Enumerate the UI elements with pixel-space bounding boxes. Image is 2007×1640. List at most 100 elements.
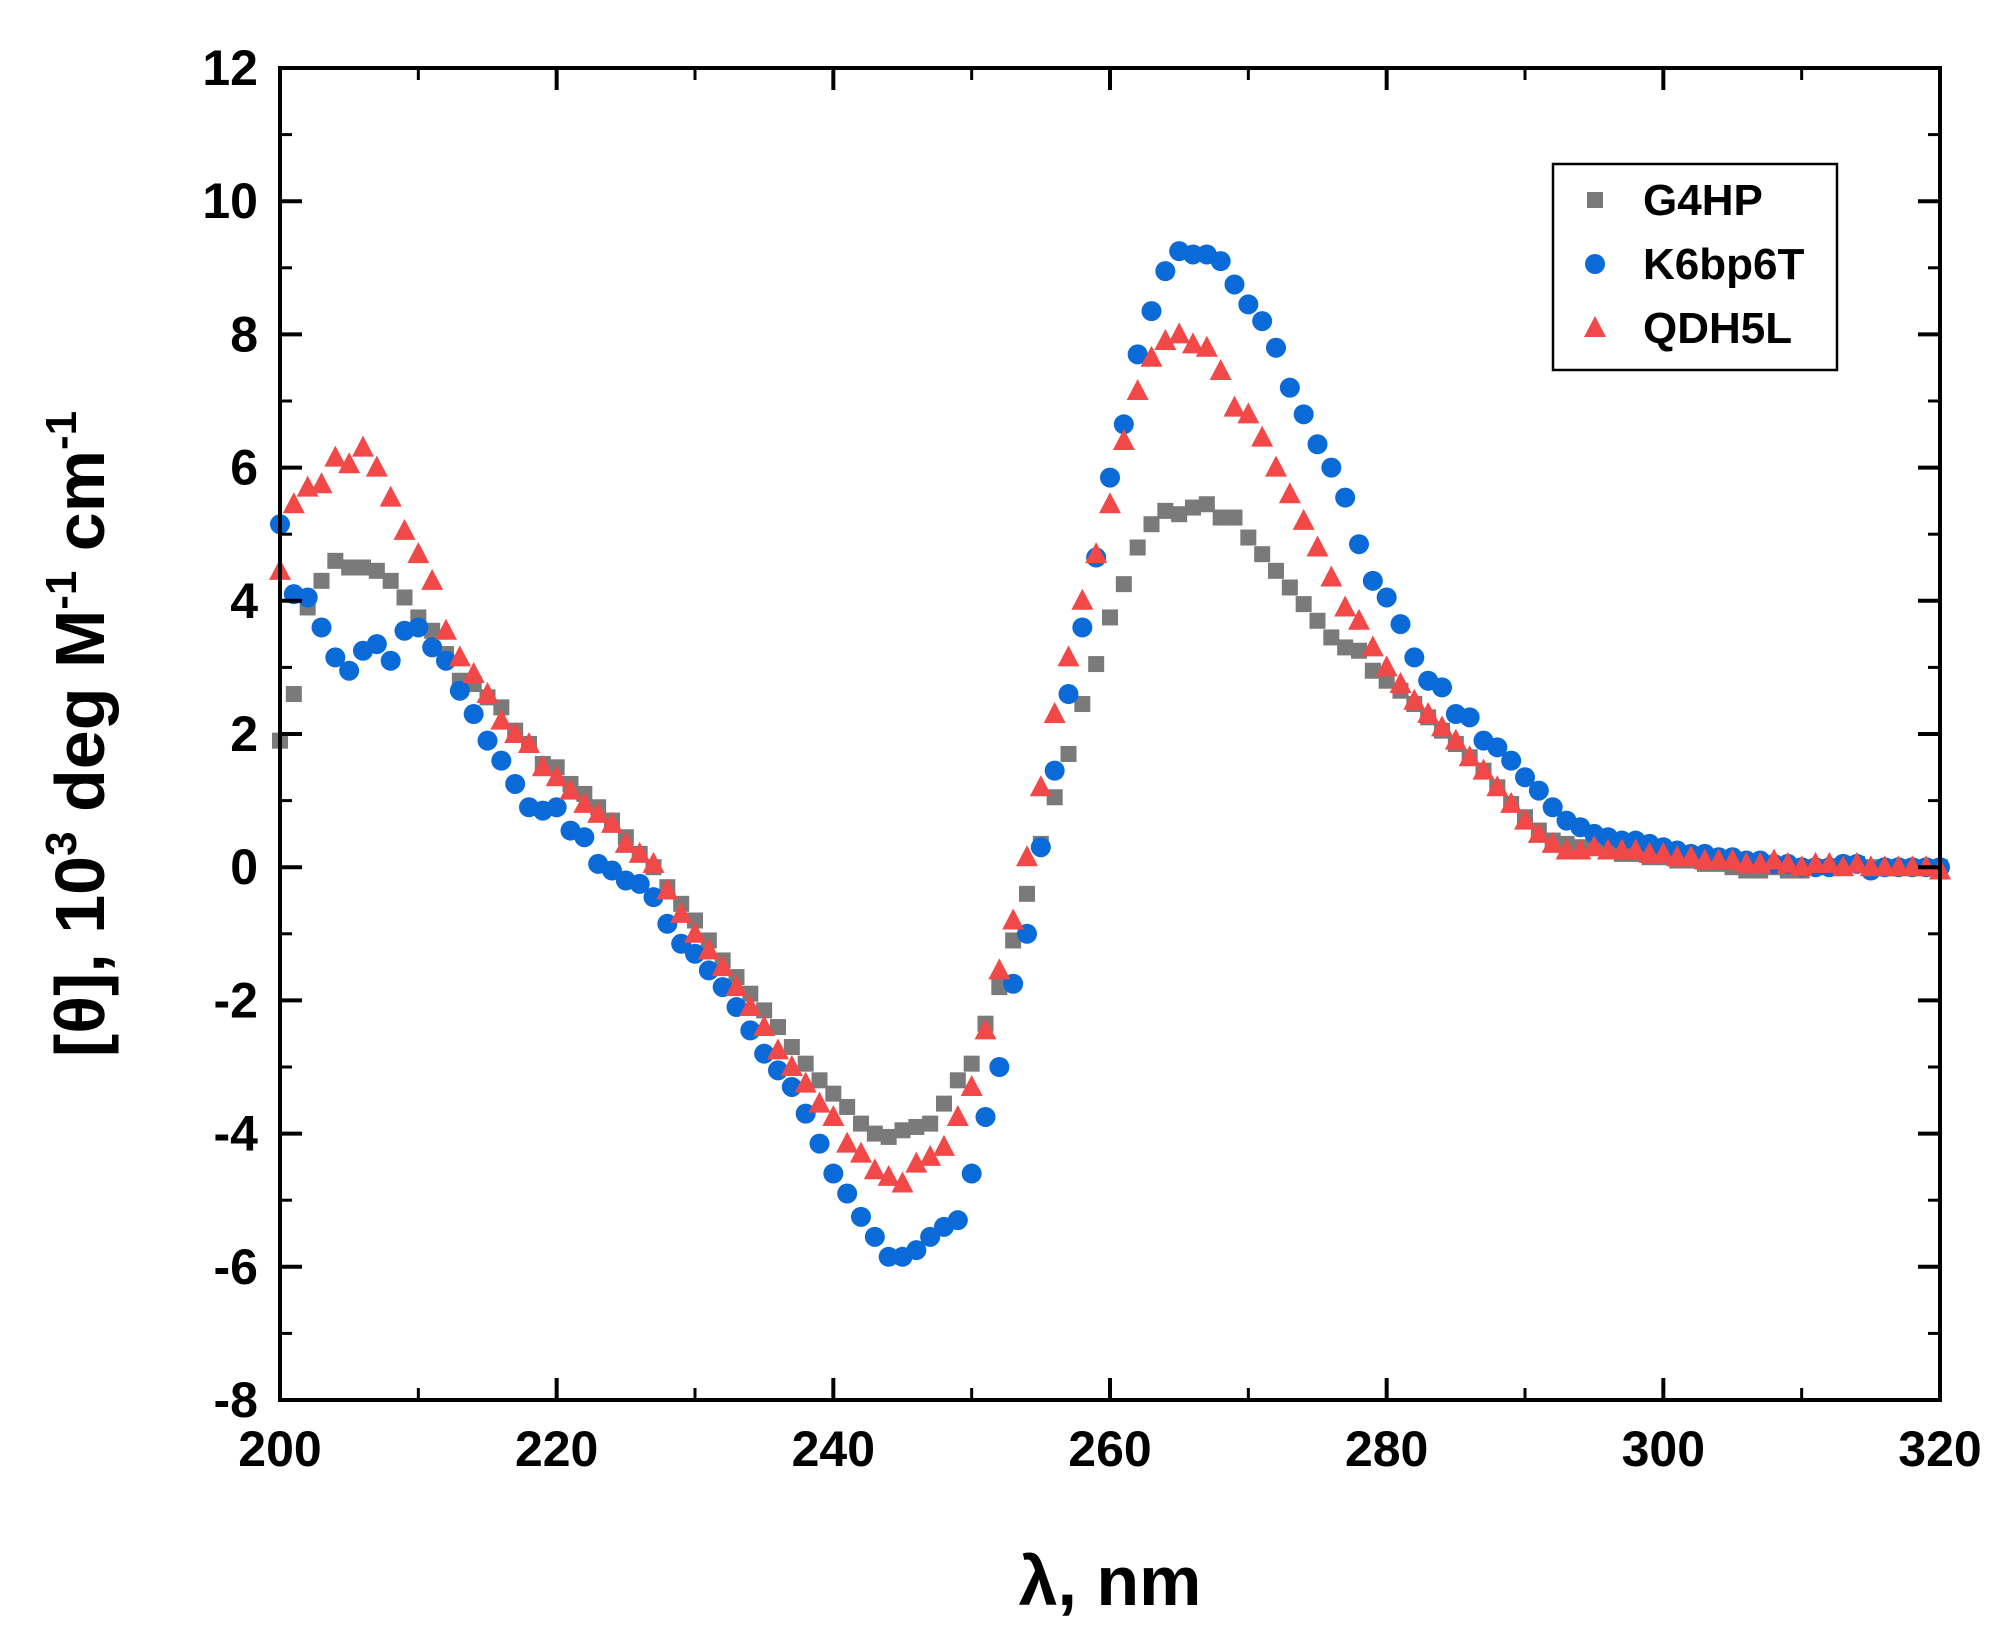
- data-point: [1610, 838, 1633, 860]
- data-point: [463, 704, 484, 725]
- data-point: [1321, 457, 1342, 478]
- data-point: [1638, 841, 1661, 863]
- data-point: [1541, 831, 1564, 853]
- data-point: [504, 722, 527, 743]
- data-point: [1237, 402, 1260, 424]
- data-point: [811, 1072, 828, 1089]
- data-point: [946, 1104, 969, 1126]
- data-point: [1432, 677, 1452, 698]
- data-point: [670, 901, 693, 923]
- data-point: [546, 797, 567, 818]
- data-point: [851, 1206, 871, 1227]
- data-point: [947, 1210, 968, 1231]
- data-point: [1295, 596, 1312, 613]
- data-point: [491, 750, 512, 771]
- data-point: [1224, 274, 1245, 295]
- data-point: [1335, 487, 1356, 508]
- data-point: [587, 801, 610, 823]
- data-point: [1320, 565, 1343, 587]
- data-point: [341, 559, 358, 576]
- data-point: [574, 827, 595, 848]
- data-point: [382, 572, 399, 589]
- data-point: [1487, 737, 1508, 758]
- data-point: [1337, 639, 1354, 656]
- data-point: [1652, 841, 1675, 863]
- data-point: [1115, 576, 1132, 593]
- data-point: [448, 645, 471, 667]
- data-point: [629, 873, 650, 894]
- data-point: [1030, 837, 1051, 858]
- data-point: [282, 492, 305, 514]
- data-point: [368, 562, 385, 579]
- data-point: [1527, 821, 1550, 843]
- data-point: [545, 765, 568, 787]
- data-point: [697, 938, 720, 960]
- y-axis-title: [θ], 103 deg M-1 cm-1: [37, 411, 119, 1057]
- data-point: [797, 1055, 814, 1072]
- data-point: [1102, 609, 1118, 626]
- data-point: [493, 699, 510, 716]
- data-point: [1666, 845, 1689, 867]
- data-point: [324, 445, 347, 467]
- data-point: [684, 921, 706, 943]
- axis-ticks: [278, 66, 1942, 1402]
- legend-items: G4HP K6bp6T QDH5L: [1584, 176, 1804, 353]
- data-point: [1212, 509, 1229, 526]
- data-point: [1198, 496, 1215, 513]
- data-point: [1583, 835, 1606, 857]
- data-point: [1112, 428, 1135, 450]
- data-point: [780, 1055, 803, 1076]
- data-point: [866, 1125, 883, 1142]
- data-point: [1155, 261, 1176, 282]
- data-point: [1154, 329, 1177, 351]
- data-point: [310, 472, 333, 494]
- data-point: [628, 841, 651, 863]
- data-point: [435, 618, 457, 640]
- data-point: [1195, 335, 1218, 357]
- legend: G4HP K6bp6T QDH5L: [1551, 162, 1839, 372]
- data-point: [1444, 728, 1467, 750]
- data-point: [739, 995, 762, 1017]
- data-point: [1390, 614, 1411, 635]
- data-point: [1323, 629, 1340, 646]
- data-point: [1265, 455, 1287, 477]
- data-point: [1266, 337, 1286, 358]
- data-point: [963, 1055, 980, 1072]
- data-point: [877, 1164, 900, 1186]
- data-point: [476, 682, 499, 704]
- data-point: [1375, 655, 1398, 677]
- data-point: [822, 1104, 845, 1126]
- data-point: [975, 1106, 996, 1127]
- data-point: [1074, 696, 1091, 713]
- series-g4hp: [272, 496, 1948, 1145]
- data-point: [559, 778, 582, 800]
- data-point: [573, 791, 596, 813]
- data-point: [837, 1183, 858, 1204]
- data-point: [753, 1015, 776, 1037]
- data-point: [365, 455, 388, 477]
- x-tick-label: 220: [515, 1421, 598, 1477]
- data-point: [1292, 508, 1315, 530]
- data-point: [1226, 509, 1243, 526]
- data-point: [393, 518, 416, 540]
- data-point: [823, 1163, 844, 1184]
- data-point: [725, 975, 748, 997]
- data-point: [770, 1019, 786, 1036]
- data-point: [825, 1085, 842, 1102]
- data-point: [1140, 345, 1163, 367]
- legend-label-k6bp6t: K6bp6T: [1643, 240, 1804, 289]
- data-point: [642, 851, 665, 873]
- data-point: [1141, 301, 1162, 322]
- data-point: [1085, 542, 1108, 564]
- y-tick-label: 0: [230, 839, 258, 895]
- data-point: [1348, 608, 1370, 630]
- data-point: [989, 1057, 1010, 1077]
- data-point: [396, 589, 413, 606]
- data-point: [1846, 851, 1868, 873]
- data-point: [988, 958, 1011, 980]
- data-point: [864, 1226, 885, 1247]
- y-axis-title-sup-2: -1: [37, 571, 86, 610]
- data-point: [1268, 562, 1284, 579]
- series-k6bp6t: [270, 241, 1950, 1267]
- data-point: [1597, 838, 1619, 860]
